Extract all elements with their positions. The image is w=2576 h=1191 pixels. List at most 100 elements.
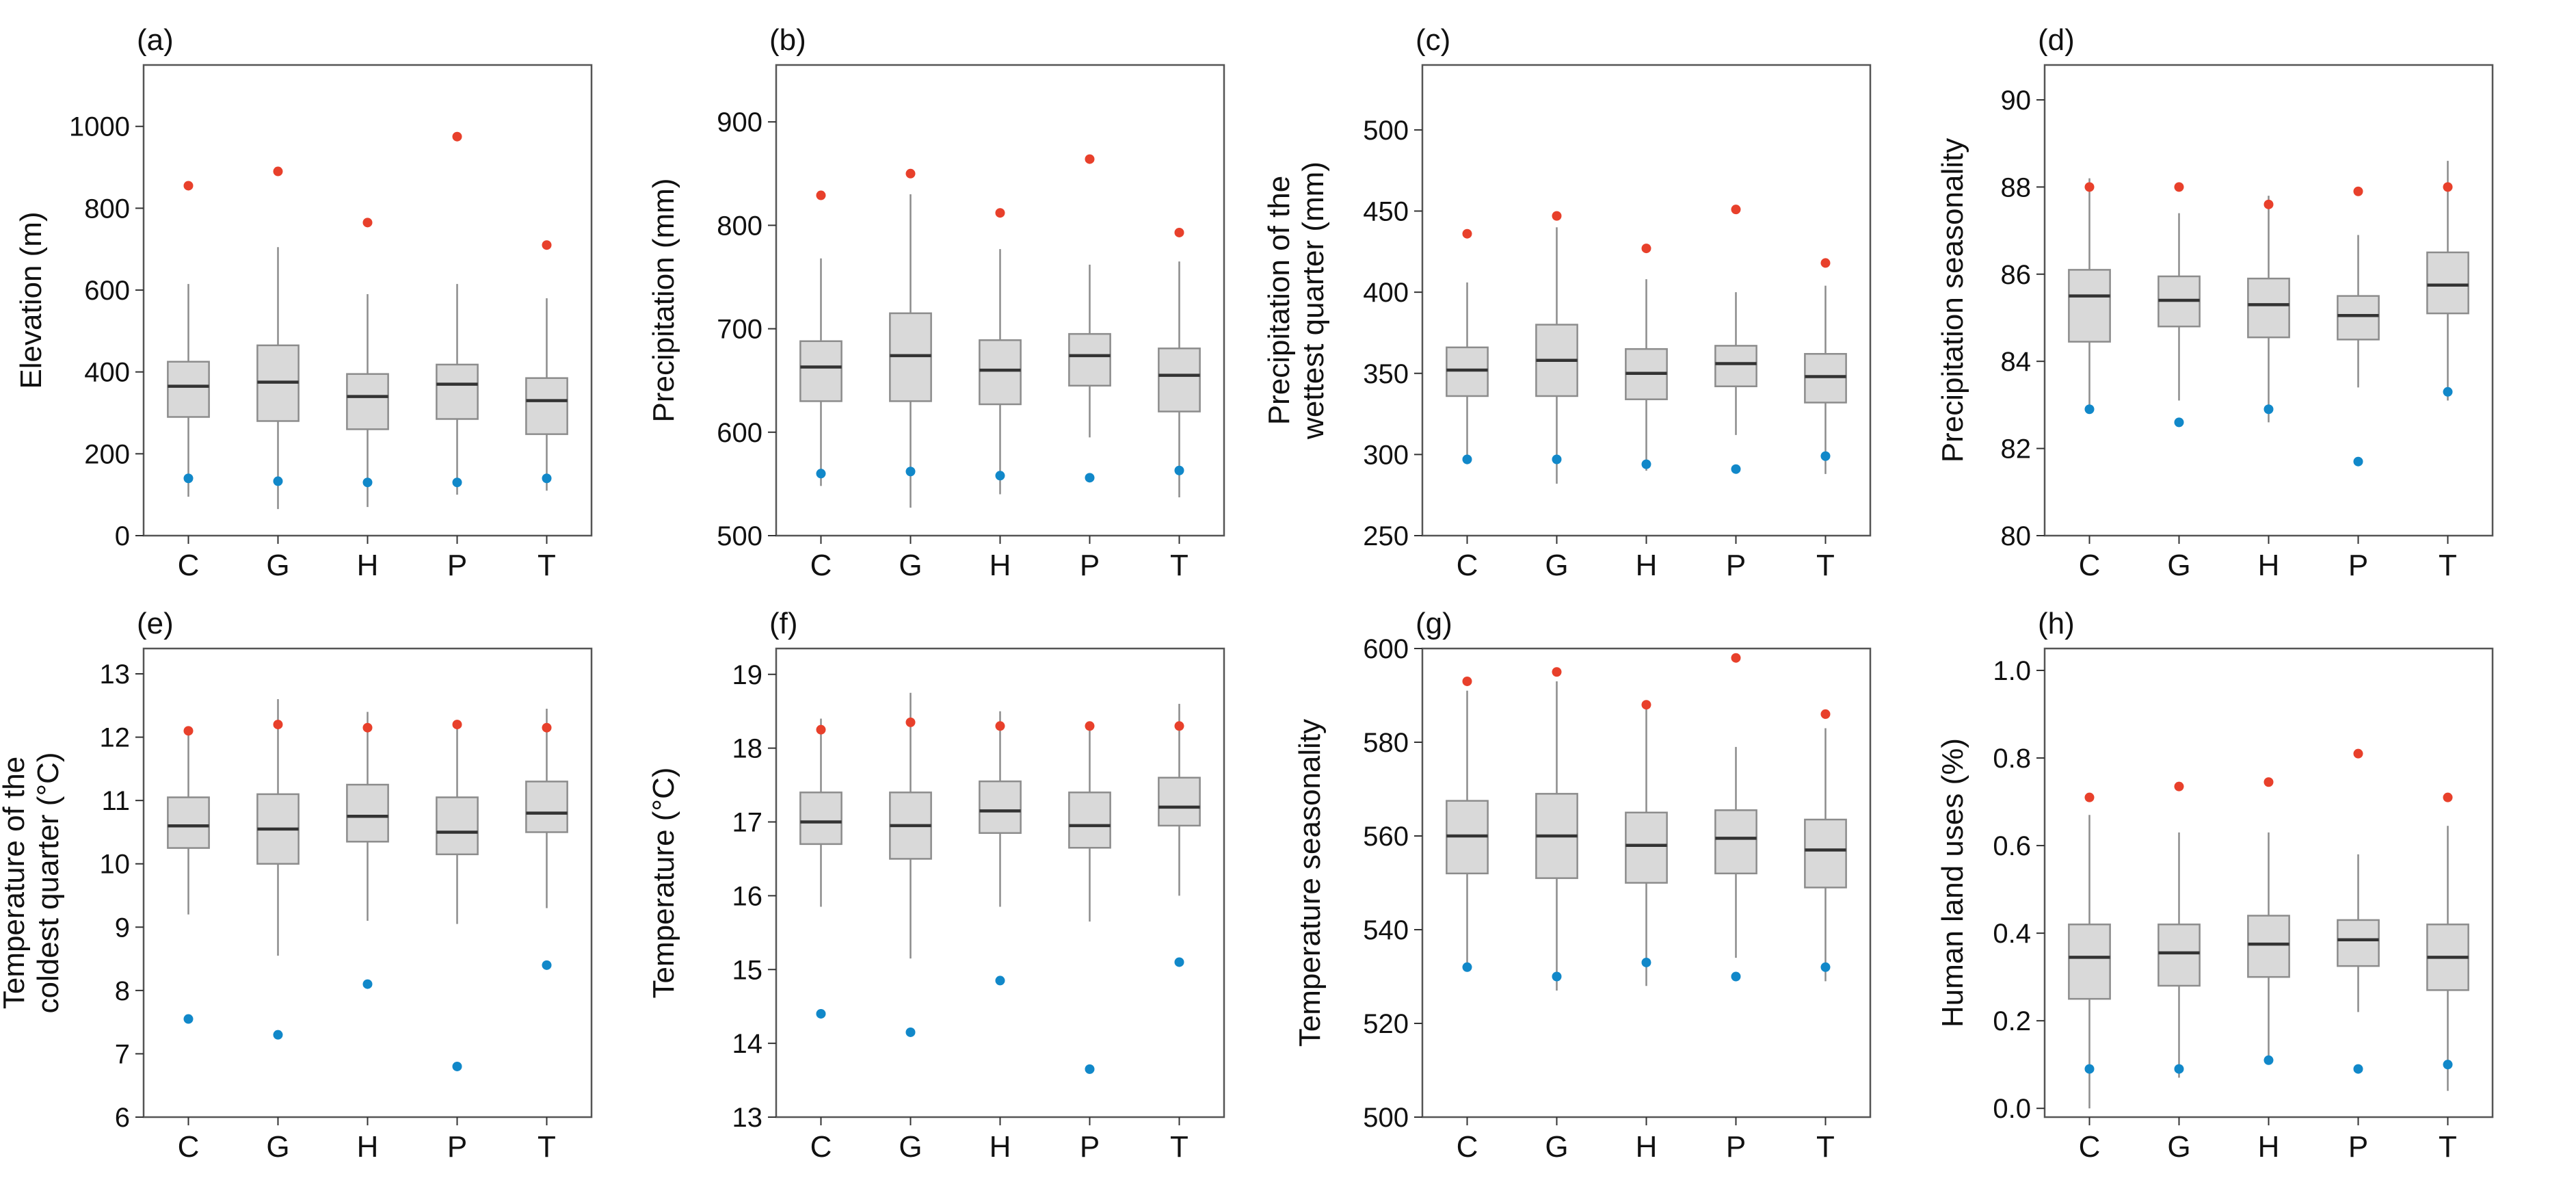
y-tick-label: 500 bbox=[1363, 1103, 1409, 1133]
x-tick-label: T bbox=[537, 549, 556, 582]
box-G bbox=[256, 247, 300, 510]
iqr-box bbox=[1804, 818, 1847, 889]
x-tick-label: C bbox=[1457, 549, 1478, 582]
lower-point bbox=[1552, 454, 1562, 464]
iqr-box bbox=[2337, 919, 2380, 967]
lower-point bbox=[1174, 957, 1184, 967]
lower-point bbox=[2443, 387, 2453, 397]
y-tick-label: 250 bbox=[1363, 521, 1409, 551]
y-tick-label: 400 bbox=[1363, 278, 1409, 308]
panel-label: (a) bbox=[137, 23, 174, 57]
y-tick-label: 0.4 bbox=[1993, 919, 2031, 949]
panel-g: (g) 500 520 540 560 580 600 Temperature seasona… bbox=[1293, 607, 1872, 1164]
panel-label: (g) bbox=[1416, 607, 1452, 640]
y-tick-label: 800 bbox=[717, 211, 762, 241]
box-P bbox=[436, 727, 479, 924]
box-C bbox=[1446, 690, 1489, 963]
iqr-box bbox=[2337, 295, 2380, 341]
x-tick-label: P bbox=[2348, 549, 2368, 582]
y-axis-title: Precipitation (mm) bbox=[647, 179, 680, 423]
y-tick-label: 10 bbox=[100, 850, 131, 880]
iqr-box bbox=[2068, 924, 2111, 1000]
box-T bbox=[1804, 728, 1847, 982]
iqr-box bbox=[2157, 924, 2201, 987]
box-H bbox=[1625, 279, 1668, 471]
y-tick-label: 14 bbox=[732, 1029, 763, 1059]
panel-label: (c) bbox=[1416, 23, 1450, 57]
box-T bbox=[1158, 261, 1201, 498]
y-tick-label: 350 bbox=[1363, 359, 1409, 389]
box-H bbox=[2247, 196, 2290, 423]
box-T bbox=[525, 708, 568, 908]
x-tick-label: C bbox=[1457, 1130, 1478, 1164]
panel-a: (a) 0 200 400 600 800 1000 Elevation (m) C G H P T bbox=[14, 23, 593, 582]
upper-point bbox=[1174, 721, 1184, 731]
box-H bbox=[979, 711, 1022, 907]
lower-point bbox=[905, 1027, 916, 1037]
x-tick-label: P bbox=[1080, 1130, 1100, 1164]
y-tick-label: 80 bbox=[2001, 521, 2032, 551]
box-C bbox=[167, 284, 210, 497]
box-C bbox=[1446, 282, 1489, 464]
y-tick-label: 0.0 bbox=[1993, 1094, 2031, 1124]
y-axis-title: Temperature of the bbox=[0, 757, 31, 1009]
iqr-box bbox=[2247, 915, 2290, 978]
lower-point bbox=[1085, 473, 1095, 483]
box-G bbox=[2157, 832, 2201, 1078]
upper-point bbox=[1820, 258, 1831, 268]
panel-label: (d) bbox=[2038, 23, 2075, 57]
x-tick-label: G bbox=[2167, 549, 2190, 582]
x-tick-label: H bbox=[357, 549, 379, 582]
box-P bbox=[1068, 729, 1111, 922]
lower-point bbox=[2353, 456, 2363, 467]
box-G bbox=[1535, 681, 1578, 991]
upper-point bbox=[2263, 777, 2274, 787]
upper-point bbox=[1641, 244, 1651, 254]
lower-point bbox=[905, 467, 916, 477]
box-C bbox=[799, 718, 842, 907]
y-tick-label: 600 bbox=[84, 276, 130, 306]
box-G bbox=[1535, 227, 1578, 484]
upper-point bbox=[905, 168, 916, 179]
box-H bbox=[346, 711, 389, 921]
box-T bbox=[2426, 826, 2469, 1091]
y-tick-label: 600 bbox=[1363, 634, 1409, 664]
upper-point bbox=[183, 181, 194, 191]
lower-point bbox=[362, 979, 373, 989]
lower-point bbox=[2084, 404, 2095, 415]
x-tick-label: G bbox=[266, 1130, 289, 1164]
panel-label: (f) bbox=[769, 607, 798, 640]
lower-point bbox=[1174, 465, 1184, 475]
box-H bbox=[1625, 705, 1668, 986]
upper-point bbox=[1085, 154, 1095, 164]
x-tick-label: C bbox=[810, 1130, 832, 1164]
upper-point bbox=[1462, 676, 1472, 686]
lower-point bbox=[183, 473, 194, 484]
x-tick-label: H bbox=[2258, 1130, 2280, 1164]
lower-point bbox=[452, 1061, 462, 1071]
upper-point bbox=[1085, 721, 1095, 731]
x-tick-label: H bbox=[1636, 549, 1658, 582]
x-tick-label: T bbox=[2439, 549, 2457, 582]
lower-point bbox=[1820, 962, 1831, 972]
upper-point bbox=[1731, 205, 1741, 215]
x-tick-label: T bbox=[1170, 1130, 1189, 1164]
x-tick-label: G bbox=[1545, 549, 1568, 582]
y-tick-label: 540 bbox=[1363, 915, 1409, 945]
upper-point bbox=[452, 720, 462, 730]
y-tick-label: 86 bbox=[2001, 260, 2032, 290]
y-tick-label: 700 bbox=[717, 315, 762, 345]
lower-point bbox=[1085, 1064, 1095, 1074]
y-tick-label: 500 bbox=[1363, 116, 1409, 146]
upper-point bbox=[1552, 211, 1562, 221]
iqr-box bbox=[2068, 269, 2111, 343]
y-tick-label: 450 bbox=[1363, 197, 1409, 227]
y-axis-title: coldest quarter (°C) bbox=[31, 752, 65, 1014]
y-tick-label: 84 bbox=[2001, 347, 2032, 377]
lower-point bbox=[816, 469, 826, 479]
y-tick-label: 1.0 bbox=[1993, 656, 2031, 686]
upper-point bbox=[273, 166, 283, 176]
panel-label: (b) bbox=[769, 23, 806, 57]
panel-label: (e) bbox=[137, 607, 174, 640]
upper-point bbox=[542, 240, 552, 250]
